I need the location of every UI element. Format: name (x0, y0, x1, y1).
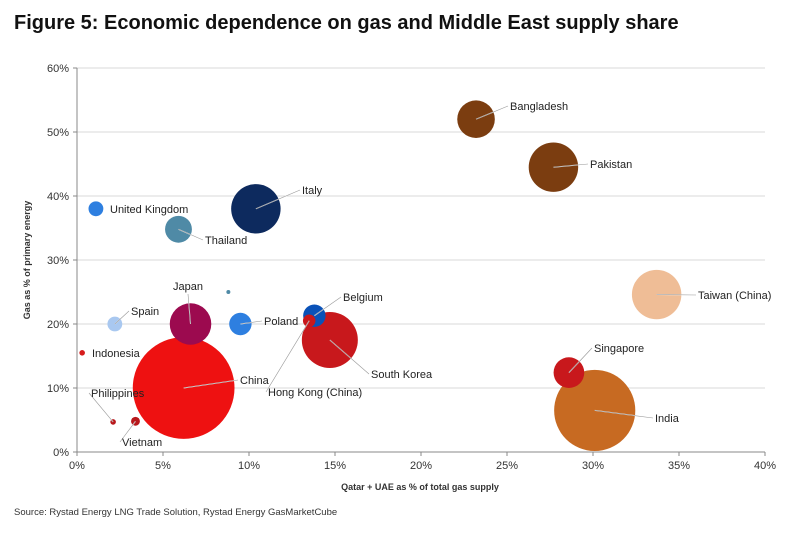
x-axis-title: Qatar + UAE as % of total gas supply (341, 482, 499, 492)
y-axis-title: Gas as % of primary energy (22, 201, 32, 320)
leader-line-shade-china (183, 379, 239, 389)
leader-line-shade-bangladesh (475, 105, 509, 120)
axes: 0% 10% 20% 30% 40% 50% 60% 0% 5% 10% 15% 20% 25% 30% 3… (47, 63, 776, 472)
leader-line-shade-italy (255, 189, 301, 210)
chart-title: Figure 5: Economic dependence on gas and… (14, 12, 679, 34)
leader-line-shade-singapore (568, 347, 593, 373)
label-india: India (655, 413, 680, 425)
leader-line-shade-hong-kong-china (265, 320, 310, 393)
label-thailand: Thailand (205, 235, 247, 247)
bubble-united-kingdom (88, 201, 104, 217)
x-tick-label: 5% (155, 460, 171, 472)
x-tick-label: 10% (238, 460, 260, 472)
bubble-series (79, 100, 682, 451)
y-tick-label: 60% (47, 63, 69, 75)
label-pakistan: Pakistan (590, 159, 632, 171)
label-vietnam: Vietnam (122, 437, 162, 449)
y-tick-label: 50% (47, 127, 69, 139)
x-tick-label: 40% (754, 460, 776, 472)
leader-line-shade-philippines (88, 392, 114, 423)
label-bangladesh: Bangladesh (510, 101, 568, 113)
leader-line-shade-pakistan (553, 163, 589, 168)
leader-line-shade-belgium (314, 296, 342, 316)
label-china: China (240, 375, 270, 387)
gridlines (77, 67, 765, 389)
x-tick-label: 0% (69, 460, 85, 472)
x-tick-label: 30% (582, 460, 604, 472)
bubble-unlabeled (226, 290, 231, 294)
x-tick-label: 25% (496, 460, 518, 472)
leader-line-shade-poland (240, 320, 263, 325)
y-tick-label: 40% (47, 191, 69, 203)
bubble-india (554, 369, 636, 451)
leader-line-shade-india (594, 410, 654, 419)
label-indonesia: Indonesia (92, 348, 141, 360)
leader-line-shade-spain (114, 310, 130, 325)
label-taiwan-china: Taiwan (China) (698, 290, 771, 302)
source-note: Source: Rystad Energy LNG Trade Solution… (14, 507, 338, 518)
leader-line-shade-thailand (178, 229, 204, 241)
label-poland: Poland (264, 316, 298, 328)
label-philippines: Philippines (91, 388, 145, 400)
label-japan: Japan (173, 281, 203, 293)
leader-line-shade-vietnam (119, 421, 136, 443)
y-tick-label: 20% (47, 319, 69, 331)
label-singapore: Singapore (594, 343, 644, 355)
bubble-vietnam (131, 416, 140, 426)
bubble-labels: Bangladesh Pakistan Italy United Kingdom Tha… (88, 101, 771, 449)
y-tick-label: 30% (47, 255, 69, 267)
bubble-japan (169, 303, 212, 345)
label-belgium: Belgium (343, 292, 383, 304)
label-united-kingdom: United Kingdom (110, 204, 188, 216)
y-tick-label: 10% (47, 383, 69, 395)
label-hong-kong-china: Hong Kong (China) (268, 387, 362, 399)
leader-line-shade-south-korea (329, 339, 370, 375)
bubble-indonesia (79, 350, 85, 356)
label-spain: Spain (131, 306, 159, 318)
label-italy: Italy (302, 185, 323, 197)
y-tick-label: 0% (53, 447, 69, 459)
leader-line-shade-japan (187, 293, 191, 325)
label-south-korea: South Korea (371, 369, 433, 381)
x-tick-label: 20% (410, 460, 432, 472)
x-tick-label: 35% (668, 460, 690, 472)
x-tick-label: 15% (324, 460, 346, 472)
